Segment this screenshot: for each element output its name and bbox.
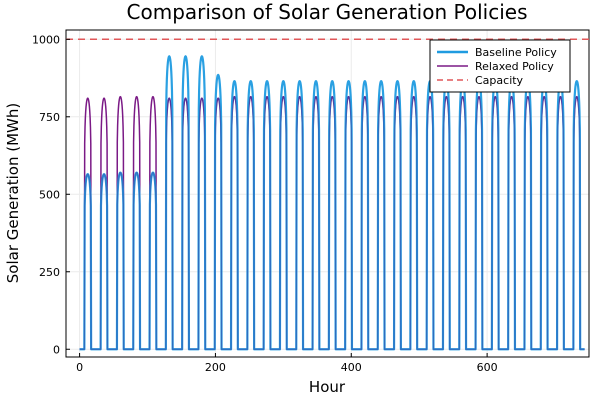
y-tick-label: 750 — [39, 111, 60, 124]
plot-frame — [65, 29, 590, 358]
x-tick-label: 400 — [341, 361, 362, 374]
y-tick-label: 1000 — [32, 33, 60, 46]
y-tick-label: 250 — [39, 266, 60, 279]
series-overlap — [79, 96, 585, 350]
legend-label-capacity: Capacity — [475, 74, 524, 87]
x-tick-label: 0 — [76, 361, 83, 374]
y-axis-label: Solar Generation (MWh) — [4, 103, 22, 283]
y-tick-label: 500 — [39, 188, 60, 201]
series-layer — [66, 38, 589, 351]
legend-label-relaxed: Relaxed Policy — [475, 60, 554, 73]
legend: Baseline Policy Relaxed Policy Capacity — [429, 39, 571, 93]
x-axis-label: Hour — [309, 378, 346, 396]
y-tick-label: 0 — [53, 343, 60, 356]
legend-label-baseline: Baseline Policy — [475, 46, 557, 59]
axis-ticks: 0 200 400 600 0 250 500 750 1000 — [32, 33, 498, 374]
chart-title: Comparison of Solar Generation Policies — [127, 0, 528, 24]
x-tick-label: 600 — [477, 361, 498, 374]
x-tick-label: 200 — [205, 361, 226, 374]
